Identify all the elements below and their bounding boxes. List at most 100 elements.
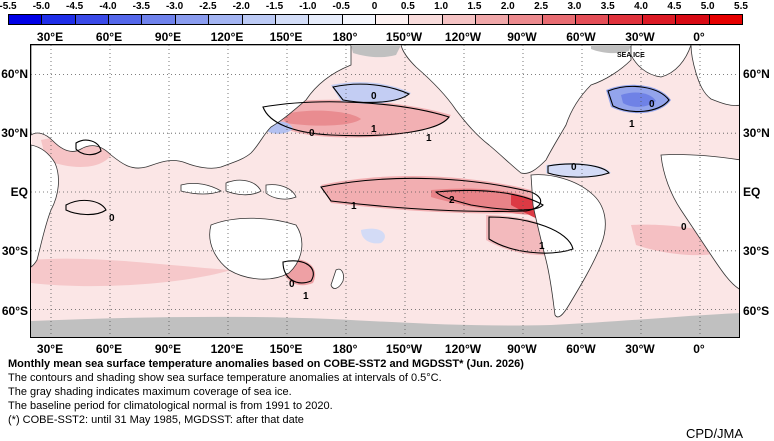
colorbar-swatch xyxy=(75,15,110,24)
colorbar-swatch xyxy=(142,15,176,24)
colorbar-tick-label: 3.5 xyxy=(600,1,615,12)
colorbar-swatch xyxy=(375,15,410,24)
longitude-label: 120°W xyxy=(444,342,482,356)
warm-patch-southern-indian xyxy=(31,258,231,287)
landmass-new-zealand xyxy=(330,268,344,289)
colorbar-swatch xyxy=(275,15,310,24)
landmass-borneo xyxy=(225,179,262,196)
figure-caption: Monthly mean sea surface temperature ano… xyxy=(8,357,668,427)
contour-label: 1 xyxy=(303,291,309,302)
colorbar-tick-label: 2.0 xyxy=(500,1,515,12)
cool-patch-south-pacific xyxy=(361,228,385,244)
longitude-label: 30°W xyxy=(625,342,655,356)
colorbar-tick-label: 5.5 xyxy=(734,1,748,12)
longitude-label: 60°W xyxy=(566,342,596,356)
contour-1-se-pacific xyxy=(488,216,574,254)
contour-1-tasman xyxy=(282,260,314,284)
landmass-australia xyxy=(209,217,303,280)
longitude-label: 60°E xyxy=(95,342,123,356)
sea-ice-antarctic xyxy=(31,313,739,337)
colorbar-swatch xyxy=(309,15,343,24)
longitude-label: 90°W xyxy=(507,30,537,44)
sea-ice-arctic-atlantic xyxy=(591,45,631,54)
caption-title: Monthly mean sea surface temperature ano… xyxy=(8,358,524,370)
credit-label: CPD/JMA xyxy=(686,426,744,441)
sea-ice-label: SEA ICE xyxy=(617,52,645,59)
latitude-label: 60°N xyxy=(1,67,28,81)
landmass-south-america xyxy=(530,174,606,318)
contour-1-north-pacific xyxy=(262,101,450,137)
longitude-label: 90°E xyxy=(154,30,182,44)
colorbar-tick-label: -3.0 xyxy=(165,1,184,12)
caption-line: The gray shading indicates maximum cover… xyxy=(8,386,292,398)
landmass-new-guinea xyxy=(265,184,297,200)
longitude-label: 150°W xyxy=(385,30,423,44)
colorbar-tick-label: 0.5 xyxy=(400,1,415,12)
colorbar-swatch xyxy=(642,15,677,24)
colorbar-tick-label: -5.5 xyxy=(0,1,17,12)
colorbar-tick-label: -3.5 xyxy=(132,1,150,12)
longitude-label: 180° xyxy=(332,342,358,356)
latitude-label: 60°N xyxy=(743,67,770,81)
colorbar-swatch xyxy=(109,15,143,24)
contour-label: 1 xyxy=(351,201,357,212)
contour-0-north-atlantic xyxy=(607,85,670,113)
longitude-label: 30°E xyxy=(36,30,64,44)
contour-label: 1 xyxy=(629,119,635,130)
colorbar-swatch xyxy=(409,15,443,24)
colorbar-swatch xyxy=(609,15,643,24)
contour-label-group: 0 0 0 1 1 0 0 2 1 0 1 0 1 1 xyxy=(109,91,687,302)
latitude-label: EQ xyxy=(10,185,28,199)
continents xyxy=(31,45,739,318)
colorbar-swatch xyxy=(442,15,477,24)
colorbar-tick-label: 5.0 xyxy=(700,1,715,12)
longitude-label: 120°E xyxy=(210,30,244,44)
caption-line: The contours and shading show sea surfac… xyxy=(8,372,442,384)
colorbar-swatch xyxy=(476,15,510,24)
warm-patch-kuroshio xyxy=(281,110,361,126)
colorbar-tick-label: -1.5 xyxy=(265,1,284,12)
colorbar-tick-label: 4.0 xyxy=(634,1,648,12)
sea-ice xyxy=(31,45,739,337)
longitude-label: 120°W xyxy=(444,30,482,44)
colorbar-swatch xyxy=(709,15,742,24)
longitude-label: 150°E xyxy=(269,342,303,356)
contour-1-equatorial xyxy=(320,177,542,212)
caption-line: (*) COBE-SST2: until 31 May 1985, MGDSST… xyxy=(8,414,304,426)
contour-0-bering xyxy=(332,83,411,103)
contour-label: 0 xyxy=(371,91,377,102)
landmass-europe xyxy=(690,45,739,106)
longitude-label: 0° xyxy=(693,30,705,44)
contour-label: 0 xyxy=(649,99,655,110)
colorbar-tick-label: 1.0 xyxy=(434,1,449,12)
colorbar-swatch xyxy=(676,15,710,24)
latitude-label: 30°S xyxy=(743,244,770,258)
colorbar-tick-label: 3.0 xyxy=(567,1,582,12)
contour-label: 2 xyxy=(449,195,455,206)
longitude-label: 120°E xyxy=(210,342,244,356)
colorbar-swatch xyxy=(209,15,243,24)
latitude-label: 60°S xyxy=(1,304,28,318)
landmass-north-america xyxy=(400,45,632,174)
latitude-label: 60°S xyxy=(743,304,770,318)
longitude-label: 180° xyxy=(332,30,358,44)
colorbar-tick-label: -1.0 xyxy=(299,1,317,12)
colorbar-tick-label: 2.5 xyxy=(534,1,549,12)
contour-lines xyxy=(65,83,670,284)
colorbar-legend: -5.5 -5.0 -4.5 -4.0 -3.5 -3.0 -2.5 -2.0 -1.5 -1.0… xyxy=(0,0,774,36)
contour-label: 0 xyxy=(681,222,687,233)
contour-label: 1 xyxy=(426,133,432,144)
longitude-label: 150°E xyxy=(269,30,303,44)
longitude-label: 90°W xyxy=(507,342,537,356)
colorbar-tick-label: -4.5 xyxy=(66,1,84,12)
latitude-label: EQ xyxy=(743,185,761,199)
longitude-label: 90°E xyxy=(154,342,182,356)
longitude-label: 60°E xyxy=(95,30,123,44)
graticule xyxy=(31,45,739,337)
landmass-asia xyxy=(31,45,352,169)
colorbar-tick-label: 0 xyxy=(371,1,378,12)
longitude-label: 60°W xyxy=(566,30,596,44)
latitude-label: 30°S xyxy=(1,244,28,258)
landmass-greenland xyxy=(630,45,692,78)
colorbar-cells xyxy=(8,14,743,25)
